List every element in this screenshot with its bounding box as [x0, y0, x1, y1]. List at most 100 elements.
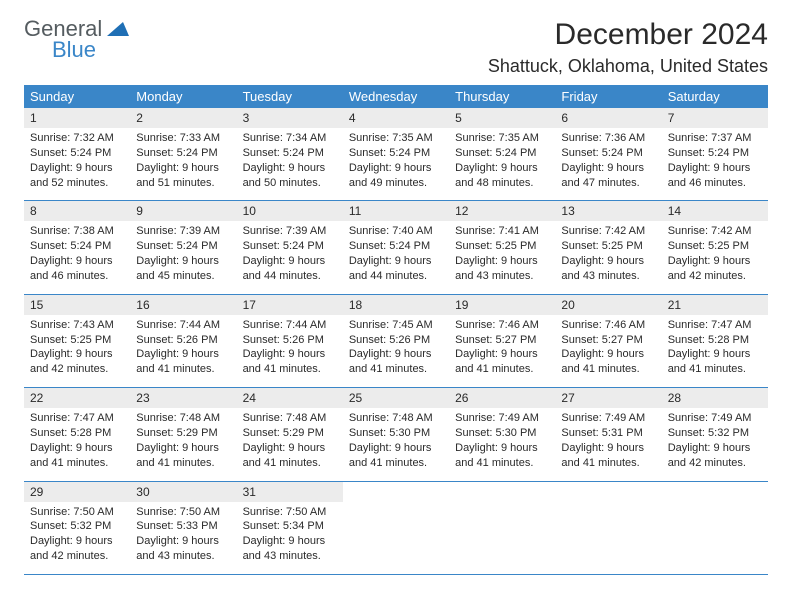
- sunrise-line: Sunrise: 7:34 AM: [243, 131, 337, 146]
- day-number-cell: 12: [449, 201, 555, 222]
- daylight-line: Daylight: 9 hours and 51 minutes.: [136, 161, 230, 191]
- sunset-line: Sunset: 5:24 PM: [349, 239, 443, 254]
- daylight-line: Daylight: 9 hours and 41 minutes.: [455, 441, 549, 471]
- sunrise-line: Sunrise: 7:47 AM: [30, 411, 124, 426]
- day-number-cell: 4: [343, 108, 449, 128]
- sunset-line: Sunset: 5:31 PM: [561, 426, 655, 441]
- day-data-cell: Sunrise: 7:44 AMSunset: 5:26 PMDaylight:…: [130, 315, 236, 388]
- sunrise-line: Sunrise: 7:46 AM: [561, 318, 655, 333]
- day-number-cell: 5: [449, 108, 555, 128]
- sunrise-line: Sunrise: 7:44 AM: [136, 318, 230, 333]
- day-data-cell: Sunrise: 7:45 AMSunset: 5:26 PMDaylight:…: [343, 315, 449, 388]
- daylight-line: Daylight: 9 hours and 41 minutes.: [561, 441, 655, 471]
- sunset-line: Sunset: 5:28 PM: [30, 426, 124, 441]
- day-number-cell: 2: [130, 108, 236, 128]
- sunrise-line: Sunrise: 7:40 AM: [349, 224, 443, 239]
- daylight-line: Daylight: 9 hours and 44 minutes.: [243, 254, 337, 284]
- sunset-line: Sunset: 5:30 PM: [349, 426, 443, 441]
- sunset-line: Sunset: 5:24 PM: [668, 146, 762, 161]
- sunrise-line: Sunrise: 7:49 AM: [455, 411, 549, 426]
- week-data-row: Sunrise: 7:38 AMSunset: 5:24 PMDaylight:…: [24, 221, 768, 294]
- day-number-cell: [662, 481, 768, 502]
- day-data-cell: Sunrise: 7:39 AMSunset: 5:24 PMDaylight:…: [237, 221, 343, 294]
- day-number-cell: 29: [24, 481, 130, 502]
- sunrise-line: Sunrise: 7:43 AM: [30, 318, 124, 333]
- location-subtitle: Shattuck, Oklahoma, United States: [488, 56, 768, 77]
- day-data-cell: Sunrise: 7:48 AMSunset: 5:30 PMDaylight:…: [343, 408, 449, 481]
- day-data-cell: Sunrise: 7:43 AMSunset: 5:25 PMDaylight:…: [24, 315, 130, 388]
- sunrise-line: Sunrise: 7:33 AM: [136, 131, 230, 146]
- daylight-line: Daylight: 9 hours and 41 minutes.: [243, 347, 337, 377]
- day-number-cell: 17: [237, 294, 343, 315]
- day-data-cell: Sunrise: 7:32 AMSunset: 5:24 PMDaylight:…: [24, 128, 130, 201]
- sunset-line: Sunset: 5:29 PM: [136, 426, 230, 441]
- sunrise-line: Sunrise: 7:44 AM: [243, 318, 337, 333]
- day-data-cell: Sunrise: 7:36 AMSunset: 5:24 PMDaylight:…: [555, 128, 661, 201]
- day-data-cell: Sunrise: 7:47 AMSunset: 5:28 PMDaylight:…: [662, 315, 768, 388]
- day-data-cell: Sunrise: 7:50 AMSunset: 5:32 PMDaylight:…: [24, 502, 130, 575]
- sunrise-line: Sunrise: 7:37 AM: [668, 131, 762, 146]
- day-data-cell: Sunrise: 7:48 AMSunset: 5:29 PMDaylight:…: [237, 408, 343, 481]
- daynum-row: 22232425262728: [24, 388, 768, 409]
- day-header: Sunday: [24, 85, 130, 108]
- daylight-line: Daylight: 9 hours and 45 minutes.: [136, 254, 230, 284]
- sunset-line: Sunset: 5:25 PM: [455, 239, 549, 254]
- daylight-line: Daylight: 9 hours and 41 minutes.: [30, 441, 124, 471]
- sunrise-line: Sunrise: 7:38 AM: [30, 224, 124, 239]
- sunrise-line: Sunrise: 7:48 AM: [136, 411, 230, 426]
- logo: General Blue: [24, 18, 129, 61]
- day-data-cell: Sunrise: 7:46 AMSunset: 5:27 PMDaylight:…: [555, 315, 661, 388]
- day-data-cell: Sunrise: 7:40 AMSunset: 5:24 PMDaylight:…: [343, 221, 449, 294]
- day-data-cell: Sunrise: 7:46 AMSunset: 5:27 PMDaylight:…: [449, 315, 555, 388]
- week-data-row: Sunrise: 7:50 AMSunset: 5:32 PMDaylight:…: [24, 502, 768, 575]
- day-data-cell: Sunrise: 7:47 AMSunset: 5:28 PMDaylight:…: [24, 408, 130, 481]
- sunrise-line: Sunrise: 7:45 AM: [349, 318, 443, 333]
- day-data-cell: [449, 502, 555, 575]
- sunset-line: Sunset: 5:24 PM: [243, 146, 337, 161]
- sunset-line: Sunset: 5:26 PM: [349, 333, 443, 348]
- sunset-line: Sunset: 5:32 PM: [668, 426, 762, 441]
- week-data-row: Sunrise: 7:47 AMSunset: 5:28 PMDaylight:…: [24, 408, 768, 481]
- sunrise-line: Sunrise: 7:42 AM: [561, 224, 655, 239]
- week-data-row: Sunrise: 7:43 AMSunset: 5:25 PMDaylight:…: [24, 315, 768, 388]
- sunset-line: Sunset: 5:33 PM: [136, 519, 230, 534]
- day-number-cell: [555, 481, 661, 502]
- daynum-row: 15161718192021: [24, 294, 768, 315]
- daylight-line: Daylight: 9 hours and 48 minutes.: [455, 161, 549, 191]
- logo-word-blue: Blue: [52, 39, 129, 61]
- header: General Blue December 2024 Shattuck, Okl…: [24, 18, 768, 77]
- sunrise-line: Sunrise: 7:50 AM: [243, 505, 337, 520]
- sunrise-line: Sunrise: 7:48 AM: [243, 411, 337, 426]
- day-header-row: SundayMondayTuesdayWednesdayThursdayFrid…: [24, 85, 768, 108]
- sunset-line: Sunset: 5:27 PM: [561, 333, 655, 348]
- sunset-line: Sunset: 5:24 PM: [349, 146, 443, 161]
- daylight-line: Daylight: 9 hours and 41 minutes.: [561, 347, 655, 377]
- day-header: Tuesday: [237, 85, 343, 108]
- day-data-cell: Sunrise: 7:34 AMSunset: 5:24 PMDaylight:…: [237, 128, 343, 201]
- day-number-cell: 14: [662, 201, 768, 222]
- sunset-line: Sunset: 5:24 PM: [30, 239, 124, 254]
- day-data-cell: Sunrise: 7:35 AMSunset: 5:24 PMDaylight:…: [449, 128, 555, 201]
- daylight-line: Daylight: 9 hours and 42 minutes.: [30, 534, 124, 564]
- day-number-cell: 21: [662, 294, 768, 315]
- sunrise-line: Sunrise: 7:36 AM: [561, 131, 655, 146]
- sunrise-line: Sunrise: 7:48 AM: [349, 411, 443, 426]
- sunset-line: Sunset: 5:25 PM: [561, 239, 655, 254]
- day-data-cell: Sunrise: 7:50 AMSunset: 5:34 PMDaylight:…: [237, 502, 343, 575]
- sunrise-line: Sunrise: 7:50 AM: [30, 505, 124, 520]
- day-number-cell: 10: [237, 201, 343, 222]
- day-number-cell: 11: [343, 201, 449, 222]
- day-number-cell: 8: [24, 201, 130, 222]
- daylight-line: Daylight: 9 hours and 49 minutes.: [349, 161, 443, 191]
- day-data-cell: Sunrise: 7:41 AMSunset: 5:25 PMDaylight:…: [449, 221, 555, 294]
- daylight-line: Daylight: 9 hours and 41 minutes.: [243, 441, 337, 471]
- day-data-cell: Sunrise: 7:49 AMSunset: 5:30 PMDaylight:…: [449, 408, 555, 481]
- daynum-row: 1234567: [24, 108, 768, 128]
- daylight-line: Daylight: 9 hours and 46 minutes.: [668, 161, 762, 191]
- sunset-line: Sunset: 5:27 PM: [455, 333, 549, 348]
- day-data-cell: Sunrise: 7:35 AMSunset: 5:24 PMDaylight:…: [343, 128, 449, 201]
- logo-text-block: General Blue: [24, 18, 129, 61]
- sunrise-line: Sunrise: 7:35 AM: [455, 131, 549, 146]
- day-number-cell: 9: [130, 201, 236, 222]
- day-number-cell: 27: [555, 388, 661, 409]
